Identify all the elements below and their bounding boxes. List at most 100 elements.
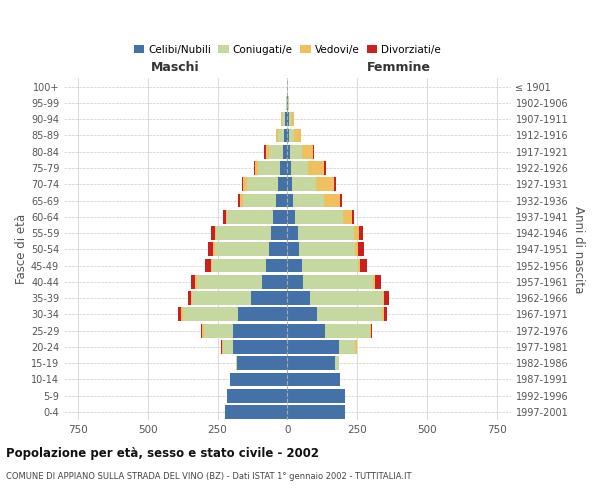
Bar	[323, 194, 340, 207]
Bar	[195, 275, 197, 289]
Bar	[358, 242, 364, 256]
Bar	[317, 308, 382, 322]
Bar	[223, 340, 233, 354]
Bar	[325, 161, 326, 175]
Bar	[269, 145, 283, 158]
Bar	[287, 242, 299, 256]
Bar	[282, 112, 284, 126]
Bar	[202, 324, 203, 338]
Bar	[203, 324, 233, 338]
Bar	[383, 308, 387, 322]
Bar	[181, 308, 182, 322]
Bar	[371, 324, 373, 338]
Bar	[370, 324, 371, 338]
Text: COMUNE DI APPIANO SULLA STRADA DEL VINO (BZ) - Dati ISTAT 1° gennaio 2002 - TUTT: COMUNE DI APPIANO SULLA STRADA DEL VINO …	[6, 472, 412, 481]
Bar	[265, 145, 266, 158]
Bar	[294, 128, 301, 142]
Bar	[222, 340, 223, 354]
Bar	[287, 291, 310, 305]
Bar	[339, 340, 355, 354]
Bar	[242, 178, 244, 191]
Bar	[287, 210, 295, 224]
Bar	[212, 258, 266, 272]
Bar	[283, 145, 287, 158]
Bar	[191, 291, 193, 305]
Bar	[325, 324, 370, 338]
Bar	[298, 226, 354, 240]
Bar	[254, 161, 255, 175]
Bar	[216, 226, 271, 240]
Bar	[178, 308, 181, 322]
Bar	[373, 275, 374, 289]
Bar	[233, 324, 287, 338]
Bar	[242, 194, 276, 207]
Bar	[287, 405, 344, 419]
Bar	[277, 128, 278, 142]
Bar	[214, 242, 215, 256]
Bar	[262, 275, 287, 289]
Bar	[288, 96, 289, 110]
Bar	[251, 291, 287, 305]
Bar	[384, 291, 389, 305]
Bar	[302, 258, 358, 272]
Bar	[308, 161, 325, 175]
Bar	[287, 372, 340, 386]
Bar	[244, 178, 247, 191]
Bar	[287, 145, 290, 158]
Bar	[334, 178, 335, 191]
Bar	[287, 389, 344, 402]
Bar	[382, 308, 383, 322]
Bar	[182, 308, 238, 322]
Bar	[289, 112, 292, 126]
Bar	[284, 112, 287, 126]
Bar	[197, 275, 262, 289]
Bar	[358, 258, 361, 272]
Bar	[295, 210, 343, 224]
Bar	[355, 242, 358, 256]
Bar	[188, 291, 191, 305]
Bar	[355, 340, 356, 354]
Bar	[287, 258, 302, 272]
Bar	[352, 210, 354, 224]
Bar	[240, 194, 242, 207]
Bar	[274, 210, 287, 224]
Bar	[304, 275, 373, 289]
Text: Femmine: Femmine	[367, 60, 431, 74]
Bar	[292, 161, 308, 175]
Bar	[238, 308, 287, 322]
Bar	[287, 161, 292, 175]
Bar	[383, 291, 384, 305]
Bar	[193, 291, 251, 305]
Y-axis label: Anni di nascita: Anni di nascita	[572, 206, 585, 293]
Bar	[224, 405, 287, 419]
Bar	[287, 340, 339, 354]
Bar	[293, 194, 323, 207]
Bar	[201, 324, 202, 338]
Bar	[269, 242, 287, 256]
Bar	[359, 226, 363, 240]
Bar	[287, 308, 317, 322]
Bar	[343, 210, 352, 224]
Bar	[287, 112, 289, 126]
Bar	[340, 194, 342, 207]
Bar	[230, 372, 287, 386]
Bar	[223, 210, 226, 224]
Bar	[361, 258, 367, 272]
Bar	[215, 226, 216, 240]
Bar	[280, 161, 287, 175]
Bar	[302, 145, 313, 158]
Bar	[227, 210, 274, 224]
Bar	[238, 194, 240, 207]
Bar	[284, 128, 287, 142]
Bar	[289, 128, 294, 142]
Bar	[287, 356, 335, 370]
Bar	[237, 356, 287, 370]
Legend: Celibi/Nubili, Coniugati/e, Vedovi/e, Divorziati/e: Celibi/Nubili, Coniugati/e, Vedovi/e, Di…	[131, 42, 443, 57]
Bar	[266, 258, 287, 272]
Bar	[292, 112, 294, 126]
Bar	[292, 178, 316, 191]
Bar	[287, 178, 292, 191]
Text: Popolazione per età, sesso e stato civile - 2002: Popolazione per età, sesso e stato civil…	[6, 448, 319, 460]
Bar	[191, 275, 195, 289]
Bar	[278, 178, 287, 191]
